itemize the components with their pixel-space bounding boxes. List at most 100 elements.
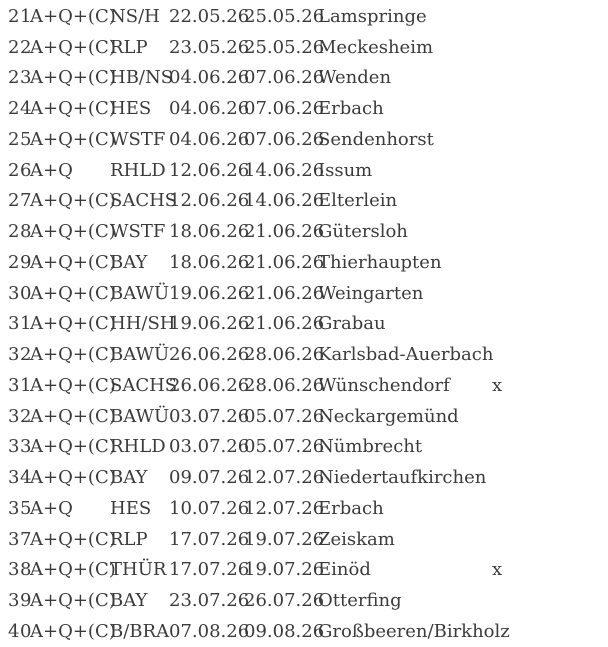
table-row: 25 A+Q+(C) WSTF 04.06.26 07.06.26 Senden… [0,124,608,155]
end-date: 07.06.26 [244,98,325,120]
location: Zeiskam [318,528,395,550]
region-code: SACHS [110,374,178,396]
table-row: 27 A+Q+(C) SACHS 12.06.26 14.06.26 Elter… [0,186,608,217]
region-code: NS/H [110,5,160,27]
end-date: 21.06.26 [244,282,325,304]
end-date: 28.06.26 [244,374,325,396]
location: Wenden [318,67,392,89]
start-date: 26.06.26 [169,344,250,366]
table-row: 22 A+Q+(C) RLP 23.05.26 25.05.26 Meckesh… [0,32,608,63]
region-code: B/BRA [110,620,170,642]
start-date: 19.06.26 [169,313,250,335]
location: Grabau [318,313,386,335]
table-row: 32 A+Q+(C) BAWÜ 03.07.26 05.07.26 Neckar… [0,401,608,432]
start-date: 18.06.26 [169,251,250,273]
start-date: 04.06.26 [169,98,250,120]
event-number: 37 [8,528,32,550]
region-code: HES [110,98,152,120]
end-date: 14.06.26 [244,190,325,212]
event-type: A+Q+(C) [30,190,116,212]
event-type: A+Q+(C) [30,405,116,427]
location: Sendenhorst [318,128,434,150]
region-code: SACHS [110,190,178,212]
end-date: 19.07.26 [244,559,325,581]
end-date: 05.07.26 [244,436,325,458]
event-type: A+Q+(C) [30,374,116,396]
end-date: 25.05.26 [244,36,325,58]
event-number: 21 [8,5,32,27]
end-date: 21.06.26 [244,251,325,273]
event-type: A+Q+(C) [30,282,116,304]
event-number: 29 [8,251,32,273]
start-date: 23.07.26 [169,590,250,612]
event-number: 26 [8,159,32,181]
table-row: 32 A+Q+(C) BAWÜ 26.06.26 28.06.26 Karlsb… [0,339,608,370]
event-number: 31 [8,313,32,335]
region-code: RLP [110,36,148,58]
event-number: 27 [8,190,32,212]
event-number: 38 [8,559,32,581]
table-row: 26 A+Q RHLD 12.06.26 14.06.26 Issum [0,155,608,186]
event-number: 40 [8,620,32,642]
event-type: A+Q+(C) [30,5,116,27]
start-date: 12.06.26 [169,159,250,181]
start-date: 03.07.26 [169,405,250,427]
location: Weingarten [318,282,424,304]
event-type: A+Q+(C) [30,467,116,489]
table-row: 33 A+Q+(C) RHLD 03.07.26 05.07.26 Nümbre… [0,432,608,463]
event-type: A+Q+(C) [30,128,116,150]
event-type: A+Q+(C) [30,620,116,642]
table-row: 28 A+Q+(C) WSTF 18.06.26 21.06.26 Güters… [0,216,608,247]
region-code: BAY [110,467,148,489]
start-date: 17.07.26 [169,559,250,581]
table-row: 24 A+Q+(C) HES 04.06.26 07.06.26 Erbach [0,93,608,124]
event-type: A+Q+(C) [30,313,116,335]
table-row: 31 A+Q+(C) HH/SH 19.06.26 21.06.26 Graba… [0,309,608,340]
location: Neckargemünd [318,405,459,427]
location: Otterfing [318,590,402,612]
event-type: A+Q+(C) [30,98,116,120]
start-date: 12.06.26 [169,190,250,212]
location: Lamspringe [318,5,427,27]
start-date: 07.08.26 [169,620,250,642]
event-type: A+Q+(C) [30,528,116,550]
event-type: A+Q+(C) [30,590,116,612]
location: Wünschendorf [318,374,450,396]
start-date: 18.06.26 [169,221,250,243]
event-type: A+Q+(C) [30,559,116,581]
location: Issum [318,159,373,181]
table-row: 23 A+Q+(C) HB/NS 04.06.26 07.06.26 Wende… [0,63,608,94]
table-row: 40 A+Q+(C) B/BRA 07.08.26 09.08.26 Großb… [0,616,608,647]
event-number: 30 [8,282,32,304]
location: Karlsbad-Auerbach [318,344,494,366]
table-row: 30 A+Q+(C) BAWÜ 19.06.26 21.06.26 Weinga… [0,278,608,309]
start-date: 10.07.26 [169,497,250,519]
event-number: 24 [8,98,32,120]
event-number: 34 [8,467,32,489]
start-date: 17.07.26 [169,528,250,550]
end-date: 05.07.26 [244,405,325,427]
event-number: 32 [8,405,32,427]
location: Gütersloh [318,221,408,243]
event-number: 23 [8,67,32,89]
region-code: BAY [110,590,148,612]
end-date: 09.08.26 [244,620,325,642]
table-row: 21 A+Q+(C) NS/H 22.05.26 25.05.26 Lamspr… [0,1,608,32]
event-type: A+Q+(C) [30,36,116,58]
end-date: 07.06.26 [244,67,325,89]
table-row: 34 A+Q+(C) BAY 09.07.26 12.07.26 Niedert… [0,462,608,493]
event-type: A+Q [30,497,73,519]
event-number: 32 [8,344,32,366]
end-date: 26.07.26 [244,590,325,612]
region-code: HH/SH [110,313,176,335]
table-row: 37 A+Q+(C) RLP 17.07.26 19.07.26 Zeiskam [0,524,608,555]
start-date: 22.05.26 [169,5,250,27]
region-code: HES [110,497,152,519]
region-code: BAWÜ [110,344,170,366]
table-row: 38 A+Q+(C) THÜR 17.07.26 19.07.26 Einöd … [0,555,608,586]
end-date: 21.06.26 [244,313,325,335]
location: Thierhaupten [318,251,442,273]
end-date: 12.07.26 [244,497,325,519]
end-date: 21.06.26 [244,221,325,243]
